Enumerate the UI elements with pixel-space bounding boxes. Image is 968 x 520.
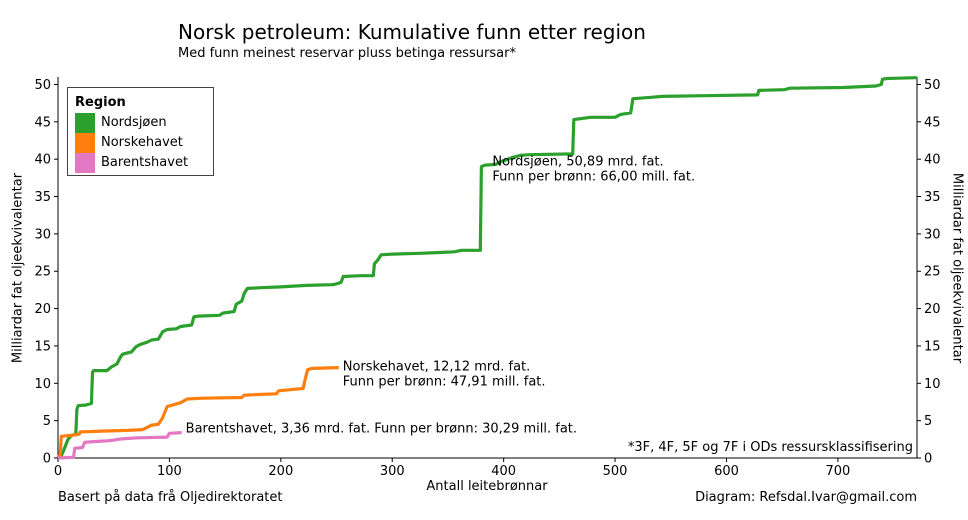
legend-swatch — [75, 113, 95, 133]
annotation-norskehavet: Funn per brønn: 47,91 mill. fat. — [343, 375, 546, 390]
y-axis-label-right: Milliardar fat oljeekvivalentar — [949, 172, 965, 364]
y-tick-label-right: 5 — [924, 414, 932, 429]
annotation-barentshavet: Barentshavet, 3,36 mrd. fat. Funn per br… — [186, 422, 577, 437]
y-tick-label-left: 45 — [34, 115, 51, 130]
footnote: *3F, 4F, 5F og 7F i ODs ressursklassifis… — [627, 440, 913, 455]
y-tick-label-left: 0 — [43, 452, 51, 467]
x-tick-label: 700 — [825, 464, 850, 479]
y-tick-label-right: 0 — [924, 452, 932, 467]
y-tick-label-right: 50 — [924, 78, 941, 93]
y-tick-label-right: 20 — [924, 302, 941, 317]
y-tick-label-left: 35 — [34, 190, 51, 205]
y-tick-label-left: 15 — [34, 339, 51, 354]
author-credit: Diagram: Refsdal.Ivar@gmail.com — [695, 490, 917, 505]
x-tick-label: 300 — [380, 464, 405, 479]
y-tick-label-left: 20 — [34, 302, 51, 317]
x-axis-label: Antall leitebrønnar — [426, 479, 548, 494]
y-tick-label-right: 15 — [924, 339, 941, 354]
source-credit: Basert på data frå Oljedirektoratet — [58, 490, 283, 505]
annotation-nordsjoen: Funn per brønn: 66,00 mill. fat. — [492, 170, 695, 185]
y-tick-label-left: 50 — [34, 78, 51, 93]
series-line-norskehavet — [56, 366, 339, 459]
series-layer — [56, 76, 918, 460]
legend-swatch — [75, 133, 95, 153]
y-tick-label-left: 5 — [43, 414, 51, 429]
x-tick-label: 400 — [491, 464, 516, 479]
legend-title: Region — [75, 95, 126, 110]
x-tick-label: 100 — [157, 464, 182, 479]
y-tick-label-right: 10 — [924, 377, 941, 392]
chart-subtitle: Med funn meinest reservar pluss betinga … — [178, 46, 516, 61]
series-line-barentshavet — [57, 431, 182, 460]
annotation-norskehavet: Norskehavet, 12,12 mrd. fat. — [343, 360, 531, 375]
legend-label: Nordsjøen — [101, 115, 167, 130]
y-tick-label-right: 25 — [924, 265, 941, 280]
annotation-nordsjoen: Nordsjøen, 50,89 mrd. fat. — [492, 155, 663, 170]
y-tick-label-right: 30 — [924, 227, 941, 242]
y-tick-label-left: 40 — [34, 153, 51, 168]
x-tick-label: 600 — [714, 464, 739, 479]
y-tick-label-right: 45 — [924, 115, 941, 130]
chart-title: Norsk petroleum: Kumulative funn etter r… — [178, 20, 646, 44]
y-axis-label-left: Milliardar fat oljeekvivalentar — [10, 172, 26, 364]
y-tick-label-left: 25 — [34, 265, 51, 280]
annotation-layer: Nordsjøen, 50,89 mrd. fat.Funn per brønn… — [186, 155, 695, 437]
legend-label: Norskehavet — [101, 135, 183, 150]
legend-swatch — [75, 153, 95, 173]
y-tick-label-left: 30 — [34, 227, 51, 242]
legend-label: Barentshavet — [101, 155, 189, 170]
y-tick-label-right: 35 — [924, 190, 941, 205]
series-line-nordsjoen — [57, 76, 918, 460]
y-tick-label-right: 40 — [924, 153, 941, 168]
x-tick-label: 500 — [603, 464, 628, 479]
x-tick-label: 0 — [54, 464, 62, 479]
chart-legend: Region Nordsjøen Norskehavet Barentshave… — [67, 87, 214, 176]
x-tick-label: 200 — [268, 464, 293, 479]
y-tick-label-left: 10 — [34, 377, 51, 392]
